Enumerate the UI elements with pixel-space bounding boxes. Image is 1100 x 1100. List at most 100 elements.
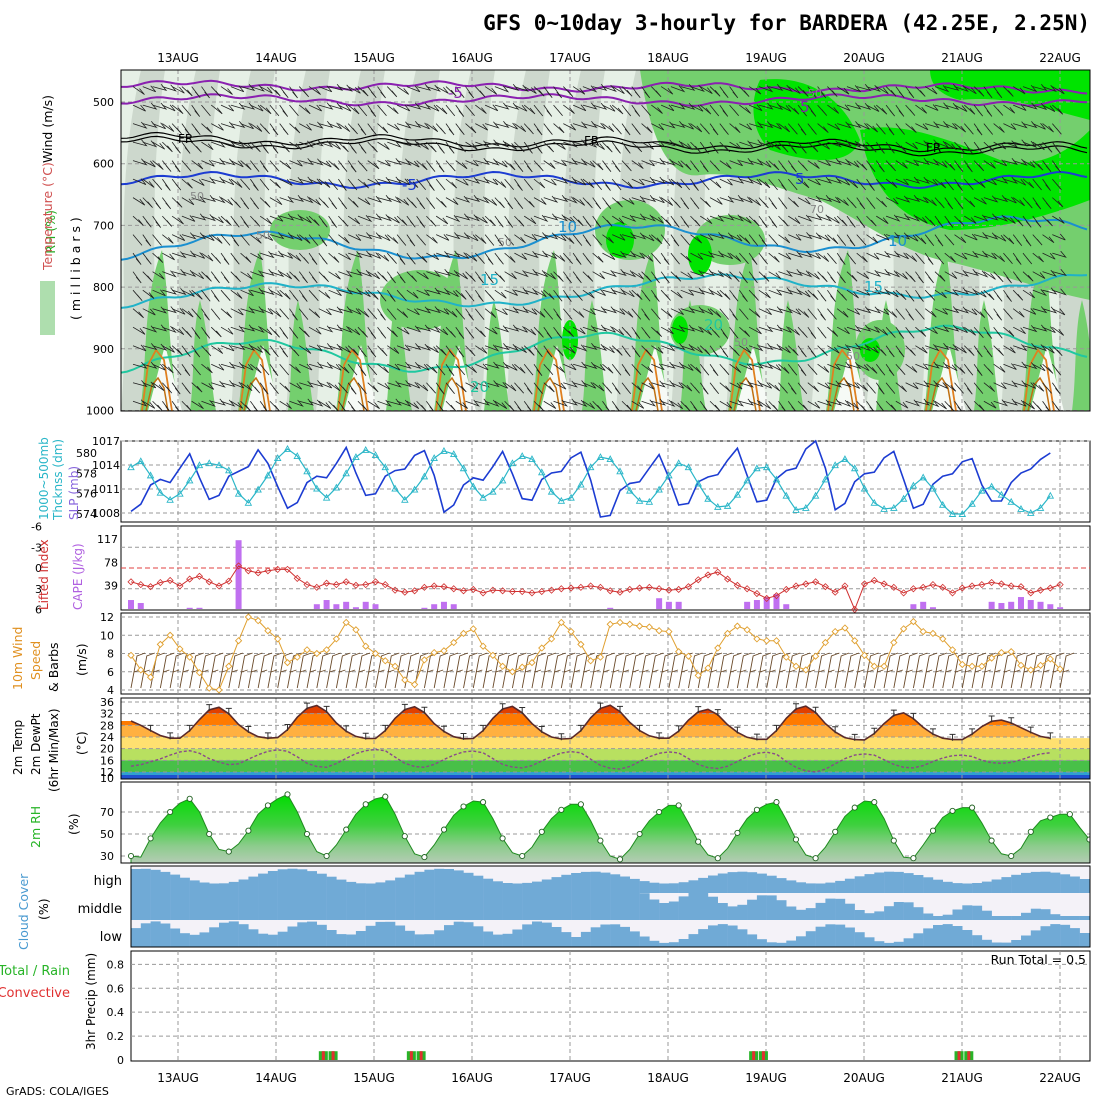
wind-barb xyxy=(699,123,710,135)
wind-barb xyxy=(357,363,367,376)
wind10-barb xyxy=(756,652,772,689)
tick-label: 1014 xyxy=(92,459,120,472)
wind-barb xyxy=(885,326,896,338)
wind-barb xyxy=(563,158,578,166)
wind-barb xyxy=(592,141,605,150)
cloud-bar xyxy=(1069,916,1080,920)
wind-barb xyxy=(582,400,596,410)
wind10-point xyxy=(186,653,194,661)
thickness-point xyxy=(1046,491,1055,499)
cloud-bar xyxy=(717,924,728,947)
rh2m-point xyxy=(871,799,878,806)
wind-barb xyxy=(807,123,817,135)
cape-bar xyxy=(333,604,340,609)
wind10-barb xyxy=(864,652,879,689)
wind-barb xyxy=(250,178,259,191)
wind-barb xyxy=(553,104,563,116)
wind-barb xyxy=(778,234,791,244)
wind-barb xyxy=(915,345,928,354)
thickness-point xyxy=(577,480,585,488)
wind-barb xyxy=(621,123,631,136)
wind-barb xyxy=(699,160,709,173)
wind-barb xyxy=(377,363,389,374)
wind-barb xyxy=(201,86,210,99)
wind-barb xyxy=(279,160,292,170)
cloud-bar xyxy=(923,913,934,920)
wind10-barb xyxy=(609,652,625,689)
cloud-bar xyxy=(287,868,298,893)
convective-bar xyxy=(957,1051,961,1060)
contour-plus30 xyxy=(733,376,757,411)
lifted-index-point xyxy=(166,576,174,585)
thickness-point xyxy=(958,510,967,517)
wind-barb xyxy=(250,215,261,227)
wind-barb xyxy=(602,104,616,112)
minmax-bar xyxy=(519,707,526,714)
rh-moist-blob xyxy=(695,215,765,265)
contour-plus25 xyxy=(533,348,565,411)
wind-barb xyxy=(445,308,458,318)
wind-barb xyxy=(494,381,509,389)
thickness-point xyxy=(929,484,937,492)
wind-barb xyxy=(250,401,259,411)
wind-barb xyxy=(338,363,350,374)
wind-barb xyxy=(748,234,759,246)
wind-barb xyxy=(514,382,525,394)
wind-barb xyxy=(426,178,435,191)
cloud-bar xyxy=(228,921,239,947)
thickness-point xyxy=(635,496,644,504)
wind-barb xyxy=(631,213,647,221)
wind-barb xyxy=(387,234,399,244)
wind-barb xyxy=(582,289,595,299)
wind-barb xyxy=(592,215,602,228)
wind-barb xyxy=(641,289,651,302)
wind-barb xyxy=(768,289,783,296)
wind-barb xyxy=(514,104,528,112)
lifted-index-point xyxy=(557,585,565,593)
wind-barb xyxy=(357,123,367,136)
wind-barb xyxy=(797,104,808,117)
cloud-cover-bars xyxy=(131,868,1090,947)
wind-barb xyxy=(181,123,191,136)
wind10-point xyxy=(430,648,438,657)
wind-barb xyxy=(308,197,322,206)
wind-barb xyxy=(641,104,652,116)
wind-barb xyxy=(1042,234,1055,244)
cloud-bar xyxy=(874,911,885,920)
wind-barb xyxy=(475,140,490,148)
wind-barb xyxy=(1042,382,1052,394)
cloud-bar xyxy=(776,942,787,947)
wind-barb xyxy=(778,215,789,227)
wind-barb xyxy=(934,308,949,315)
wind-barb xyxy=(553,195,569,203)
lifted-index-point xyxy=(919,583,927,591)
wind10-point xyxy=(234,637,243,645)
wind10-point xyxy=(332,635,341,643)
cloud-bar xyxy=(1069,876,1080,893)
lifted-index-point xyxy=(391,586,399,594)
wind-barb xyxy=(611,160,621,173)
top-date-label: 20AUG xyxy=(843,51,885,65)
wind-barb xyxy=(641,159,655,167)
rh2m-point xyxy=(753,806,760,813)
cloud-bar xyxy=(884,906,895,920)
wind10-point xyxy=(577,640,585,649)
wind-barb xyxy=(269,123,279,136)
wind-barb xyxy=(533,308,546,318)
wind-barb xyxy=(846,178,859,189)
wind-barb xyxy=(152,400,163,411)
thickness-point xyxy=(909,481,918,489)
minmax-bar xyxy=(245,726,252,733)
lifted-index-point xyxy=(812,578,820,586)
lifted-index-point xyxy=(499,587,507,595)
wind-barb xyxy=(787,141,797,154)
contour-plus30 xyxy=(831,376,855,411)
wind-barb xyxy=(807,178,821,186)
wind10-point xyxy=(440,647,448,655)
wind-barb xyxy=(377,195,393,203)
wind-barb xyxy=(191,123,201,135)
wind-barb xyxy=(768,252,780,263)
wind-barb xyxy=(680,197,690,210)
wind-barb xyxy=(426,252,440,261)
wind-barb xyxy=(817,363,830,373)
